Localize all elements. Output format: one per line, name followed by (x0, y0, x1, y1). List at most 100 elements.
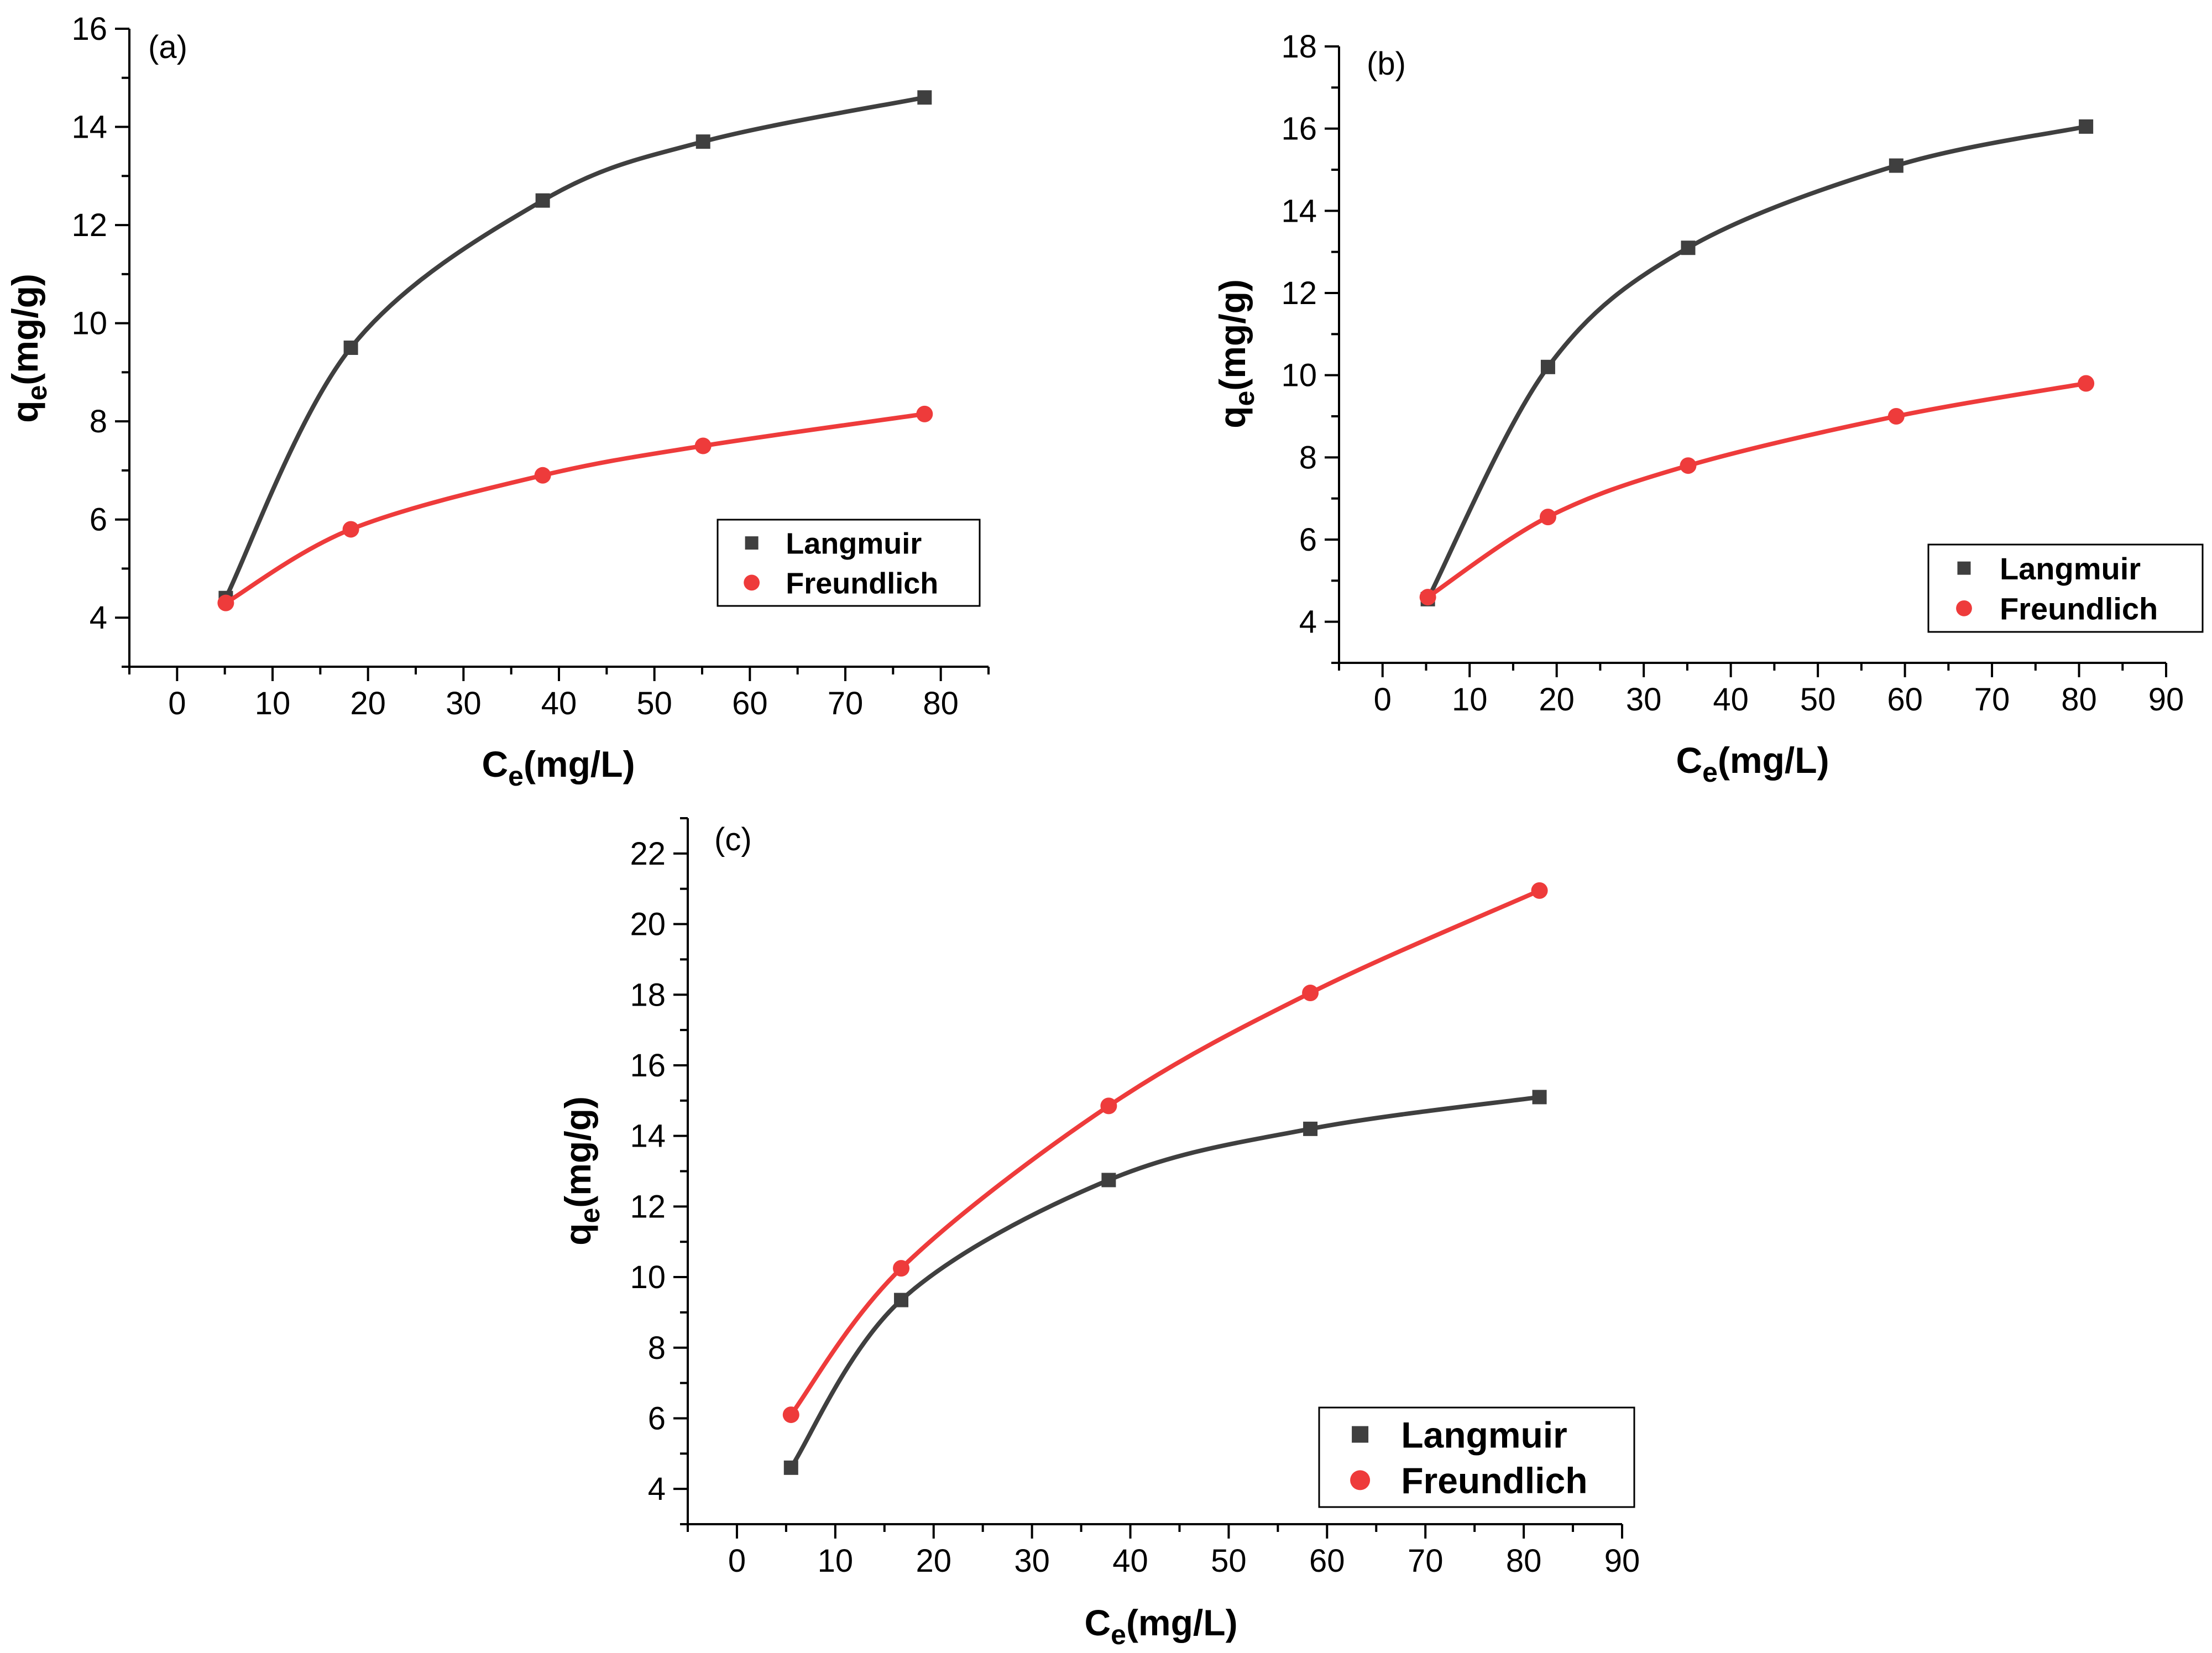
legend-langmuir-marker (745, 536, 759, 550)
y-tick-label: 10 (71, 306, 107, 342)
x-tick-label: 50 (1211, 1543, 1247, 1579)
legend: Langmuir Freundlich (1927, 543, 2204, 633)
freundlich-data-point (916, 405, 933, 422)
legend-langmuir-label: Langmuir (786, 527, 922, 561)
x-tick-label: 40 (1112, 1543, 1148, 1579)
x-axis-title: Ce(mg/L) (482, 744, 635, 792)
legend-freundlich-label: Freundlich (2000, 592, 2158, 626)
y-tick-label: 8 (648, 1330, 666, 1366)
x-tick-label: 0 (1374, 682, 1392, 718)
chart-panel-1: 0 10 20 30 40 50 60 70 8046810121416(a)Ce(mg/L)q… (4, 11, 990, 792)
x-axis-title-unit: (mg/L) (1718, 740, 1829, 781)
legend-langmuir-marker (1352, 1426, 1369, 1443)
x-tick-label: 50 (636, 686, 672, 721)
y-axis-title-sub: e (574, 1208, 605, 1223)
y-tick-label: 6 (1299, 522, 1317, 558)
x-axis-title-unit: (mg/L) (524, 744, 635, 784)
y-tick-label: 12 (1281, 275, 1317, 311)
y-tick-label: 4 (648, 1471, 666, 1507)
y-axis-title-main: q (557, 1223, 598, 1246)
freundlich-data-point (217, 594, 234, 611)
y-tick-label: 6 (90, 502, 107, 538)
y-axis-title: qe(mg/g) (1212, 279, 1260, 428)
x-axis-title-main: C (482, 744, 508, 784)
y-tick-label: 12 (630, 1189, 666, 1225)
x-tick-label: 30 (446, 686, 482, 721)
freundlich-data-point (342, 521, 359, 538)
langmuir-data-point (1532, 1090, 1547, 1105)
x-tick-label: 80 (923, 686, 959, 721)
y-axis-title-unit: (mg/g) (1212, 279, 1253, 391)
y-tick-label: 18 (630, 977, 666, 1013)
x-tick-label: 20 (350, 686, 386, 721)
freundlich-data-point (1531, 882, 1548, 899)
x-axis-title-main: C (1676, 740, 1702, 781)
y-tick-label: 16 (71, 11, 107, 47)
legend-box (717, 519, 981, 607)
y-axis-title-unit: (mg/g) (557, 1096, 598, 1208)
langmuir-data-point (696, 134, 710, 149)
freundlich-data-point (1302, 985, 1319, 1002)
x-tick-label: 10 (255, 686, 291, 721)
langmuir-data-point (343, 341, 358, 355)
x-tick-label: 80 (1506, 1543, 1542, 1579)
legend-freundlich-label: Freundlich (1401, 1460, 1587, 1501)
legend-box (1318, 1406, 1635, 1508)
x-tick-label: 30 (1014, 1543, 1050, 1579)
y-tick-label: 18 (1281, 29, 1317, 65)
x-tick-label: 10 (818, 1543, 854, 1579)
x-tick-label: 90 (1604, 1543, 1640, 1579)
y-axis-title-sub: e (1229, 391, 1260, 406)
langmuir-data-point (783, 1460, 798, 1475)
x-tick-label: 60 (1887, 682, 1923, 718)
x-tick-label: 50 (1800, 682, 1836, 718)
freundlich-data-point (1680, 457, 1697, 474)
x-axis-title-main: C (1084, 1602, 1111, 1643)
x-tick-label: 70 (828, 686, 864, 721)
y-axis-title-main: q (1212, 406, 1253, 428)
legend-langmuir-label: Langmuir (1401, 1414, 1567, 1455)
freundlich-data-point (1539, 509, 1556, 526)
y-tick-label: 16 (630, 1048, 666, 1084)
x-tick-label: 0 (728, 1543, 746, 1579)
x-tick-label: 20 (1539, 682, 1575, 718)
legend-box (1927, 543, 2204, 633)
x-tick-label: 60 (1309, 1543, 1345, 1579)
x-tick-label: 40 (541, 686, 577, 721)
y-tick-label: 14 (71, 109, 107, 145)
x-tick-label: 10 (1452, 682, 1488, 718)
legend-freundlich-marker (1956, 600, 1972, 616)
y-tick-label: 22 (630, 836, 666, 872)
y-tick-label: 14 (1281, 193, 1317, 229)
y-axis-title: qe(mg/g) (557, 1096, 605, 1246)
x-tick-label: 40 (1713, 682, 1749, 718)
y-tick-label: 16 (1281, 111, 1317, 147)
x-axis-title-sub: e (1702, 757, 1718, 788)
x-tick-label: 30 (1626, 682, 1662, 718)
freundlich-series-line (1425, 381, 2089, 600)
legend-freundlich-label: Freundlich (786, 567, 938, 600)
x-tick-label: 70 (1974, 682, 2010, 718)
y-tick-label: 14 (630, 1118, 666, 1154)
x-tick-label: 90 (2148, 682, 2184, 718)
langmuir-data-point (1681, 240, 1696, 255)
y-axis-title: qe(mg/g) (4, 274, 53, 423)
y-tick-label: 6 (648, 1400, 666, 1436)
y-tick-label: 12 (71, 207, 107, 243)
freundlich-data-point (694, 437, 712, 454)
langmuir-data-point (1101, 1173, 1116, 1188)
langmuir-data-point (894, 1293, 909, 1307)
legend-freundlich-marker (744, 574, 760, 591)
x-tick-label: 0 (168, 686, 186, 721)
y-tick-label: 4 (90, 600, 107, 636)
langmuir-data-point (2079, 119, 2094, 134)
chart-panel-3: 0 10 20 30 40 50 60 70 80 90 4 6 8 10 12 14 16 18 20 22 (c) C… (557, 817, 1640, 1650)
legend-freundlich-marker (1350, 1470, 1371, 1490)
freundlich-series-line (788, 888, 1542, 1417)
y-axis-title-sub: e (22, 385, 53, 401)
y-tick-label: 8 (90, 404, 107, 440)
freundlich-data-point (1100, 1097, 1117, 1115)
freundlich-data-point (893, 1260, 910, 1277)
